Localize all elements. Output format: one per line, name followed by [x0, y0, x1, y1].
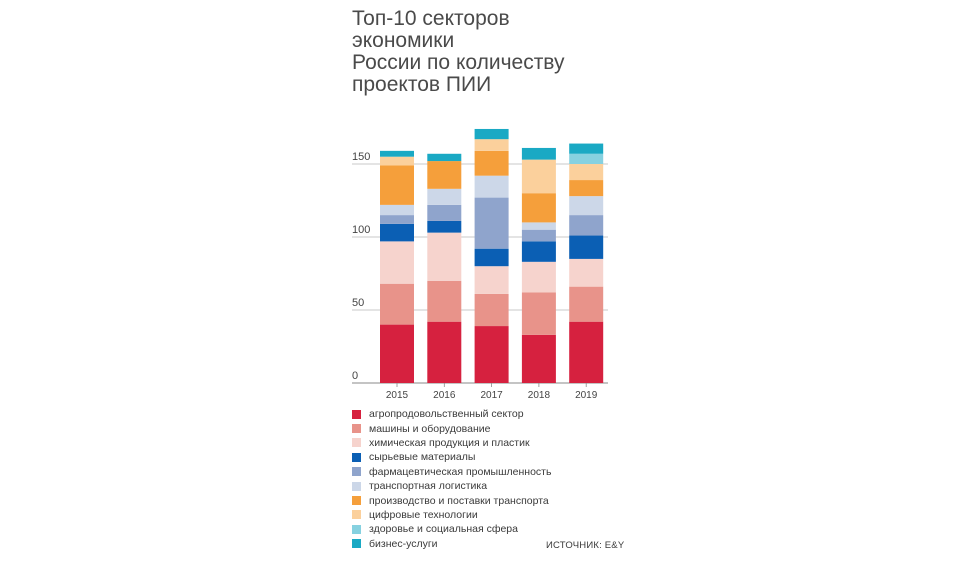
legend-label: машины и оборудование: [369, 422, 491, 435]
bar-segment: [569, 196, 604, 216]
title-line-2: России по количеству: [352, 51, 565, 74]
bar-segment: [427, 220, 462, 233]
bar-segment: [380, 204, 414, 216]
bar-segment: [474, 175, 509, 198]
bar-segment: [521, 261, 556, 293]
legend-label: агропродовольственный сектор: [369, 408, 524, 421]
bar-segment: [569, 180, 604, 197]
bar-segment: [474, 266, 509, 294]
legend-item: цифровые технологии: [352, 508, 551, 522]
bar-segment: [521, 159, 556, 194]
legend-swatch: [352, 496, 361, 506]
bar-segment: [380, 324, 414, 383]
bar-segment: [521, 222, 556, 230]
bar-segment: [569, 164, 604, 181]
bar-segment: [569, 215, 604, 236]
y-tick-label: 0: [352, 370, 358, 382]
legend-label: бизнес-услуги: [369, 537, 438, 550]
legend-item: машины и оборудование: [352, 421, 551, 435]
chart-legend: агропродовольственный сектор машины и обо…: [352, 407, 551, 551]
y-tick-label: 100: [352, 224, 370, 236]
bar-segment: [380, 215, 414, 224]
bar-segment: [380, 283, 414, 325]
legend-label: производство и поставки транспорта: [369, 494, 549, 507]
bar-segment: [427, 321, 462, 383]
legend-item: химическая продукция и пластик: [352, 436, 551, 450]
legend-item: сырьевые материалы: [352, 450, 551, 464]
legend-label: здоровье и социальная сфера: [369, 523, 518, 536]
bar-segment: [474, 197, 509, 249]
bar-segment: [427, 161, 462, 189]
legend-swatch: [352, 452, 361, 462]
legend-item: агропродовольственный сектор: [352, 407, 551, 421]
bar-segment: [521, 193, 556, 223]
title-line-3: проектов ПИИ: [352, 73, 492, 96]
bar-segment: [521, 241, 556, 262]
bar-segment: [474, 326, 509, 383]
x-tick-label: 2019: [575, 390, 598, 401]
bar-segment: [474, 293, 509, 327]
bar-segment: [474, 150, 509, 176]
bar-segment: [380, 241, 414, 284]
bar-segment: [474, 128, 509, 140]
bar-segment: [569, 286, 604, 322]
y-tick-label: 50: [352, 297, 364, 309]
bar-segment: [380, 223, 414, 242]
legend-item: производство и поставки транспорта: [352, 493, 551, 507]
bar-segment: [521, 229, 556, 242]
x-tick-label: 2016: [433, 390, 456, 401]
bar-segment: [380, 165, 414, 205]
legend-item: фармацевтическая промышленность: [352, 465, 551, 479]
bar-segment: [427, 188, 462, 205]
x-tick-label: 2017: [480, 390, 503, 401]
legend-swatch: [352, 424, 361, 434]
bar-segment: [427, 204, 462, 221]
bar-segment: [427, 232, 462, 281]
legend-label: сырьевые материалы: [369, 451, 476, 464]
legend-label: цифровые технологии: [369, 508, 478, 521]
bar-segment: [427, 153, 462, 162]
bar-segment: [380, 150, 414, 157]
bar-segment: [521, 292, 556, 335]
bar-segment: [569, 143, 604, 154]
legend-item: здоровье и социальная сфера: [352, 522, 551, 536]
legend-swatch: [352, 467, 361, 477]
legend-swatch: [352, 524, 361, 534]
legend-swatch: [352, 481, 361, 491]
bar-segment: [521, 334, 556, 383]
legend-swatch: [352, 409, 361, 419]
bar-segment: [569, 235, 604, 259]
legend-item: транспортная логистика: [352, 479, 551, 493]
y-tick-label: 150: [352, 151, 370, 163]
bar-segment: [474, 248, 509, 267]
bar-segment: [427, 280, 462, 322]
title-line-1: Топ-10 секторов экономики: [352, 7, 510, 52]
bar-segment: [569, 321, 604, 383]
legend-label: фармацевтическая промышленность: [369, 465, 552, 478]
legend-item: бизнес-услуги: [352, 537, 551, 551]
bar-segment: [569, 153, 604, 164]
x-tick-label: 2018: [528, 390, 551, 401]
legend-swatch: [352, 438, 361, 448]
source-note: ИСТОЧНИК: E&Y: [546, 540, 625, 551]
legend-label: химическая продукция и пластик: [369, 436, 530, 449]
bar-segment: [521, 147, 556, 160]
x-tick-label: 2015: [386, 390, 409, 401]
bar-segment: [474, 139, 509, 151]
legend-label: транспортная логистика: [369, 480, 488, 493]
bar-segment: [380, 156, 414, 166]
legend-swatch: [352, 539, 361, 549]
bar-segment: [569, 258, 604, 287]
legend-swatch: [352, 510, 361, 520]
chart-title: Топ-10 секторов экономики России по коли…: [352, 8, 612, 96]
